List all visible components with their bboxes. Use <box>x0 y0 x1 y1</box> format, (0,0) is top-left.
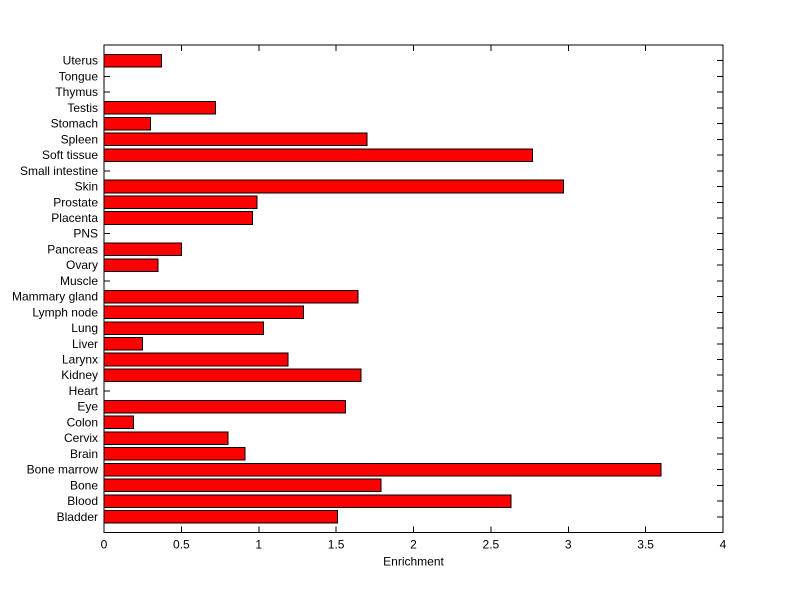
ytick-label-spleen: Spleen <box>61 132 98 146</box>
xtick-label-3: 3 <box>565 538 572 552</box>
bar-bone-marrow <box>103 462 662 477</box>
ytick-label-stomach: Stomach <box>51 117 98 131</box>
bar-spleen <box>103 132 368 147</box>
bar-kidney <box>103 368 362 383</box>
ytick-label-small-intestine: Small intestine <box>20 164 98 178</box>
ytick-label-blood: Blood <box>67 494 98 508</box>
ytick-label-bone: Bone <box>70 478 98 492</box>
ytick-label-colon: Colon <box>67 415 98 429</box>
ytick-label-brain: Brain <box>70 447 98 461</box>
ytick-label-larynx: Larynx <box>62 353 98 367</box>
ytick-label-uterus: Uterus <box>63 54 98 68</box>
x-axis-label: Enrichment <box>383 555 444 569</box>
ytick-label-placenta: Placenta <box>51 211 98 225</box>
bar-lung <box>103 321 264 335</box>
axes-box <box>103 44 724 533</box>
xtick-label-1.5: 1.5 <box>328 538 345 552</box>
ytick-label-soft-tissue: Soft tissue <box>42 148 98 162</box>
bar-ovary <box>103 258 159 272</box>
ytick-label-pns: PNS <box>73 227 98 241</box>
xtick-label-4: 4 <box>720 538 727 552</box>
ytick-label-pancreas: Pancreas <box>47 242 98 256</box>
ytick-label-bladder: Bladder <box>57 510 98 524</box>
ytick-label-thymus: Thymus <box>55 85 98 99</box>
ytick-label-ovary: Ovary <box>66 258 98 272</box>
bar-bone <box>103 478 382 493</box>
ytick-label-cervix: Cervix <box>64 431 98 445</box>
bar-mammary-gland <box>103 289 359 304</box>
bar-lymph-node <box>103 305 305 320</box>
ytick-label-muscle: Muscle <box>60 274 98 288</box>
ytick-label-eye: Eye <box>77 400 98 414</box>
xtick-label-1: 1 <box>255 538 262 552</box>
bar-larynx <box>103 352 289 367</box>
ytick-label-liver: Liver <box>72 337 98 351</box>
bar-uterus <box>103 53 162 68</box>
bar-brain <box>103 447 246 461</box>
xtick-label-0.5: 0.5 <box>173 538 190 552</box>
bar-blood <box>103 494 512 508</box>
ytick-label-tongue: Tongue <box>59 69 99 83</box>
xtick-label-3.5: 3.5 <box>637 538 654 552</box>
ytick-label-lung: Lung <box>71 321 98 335</box>
xtick-label-2.5: 2.5 <box>483 538 500 552</box>
bar-bladder <box>103 509 339 524</box>
ytick-label-mammary-gland: Mammary gland <box>12 290 98 304</box>
bar-stomach <box>103 116 151 131</box>
xtick-label-0: 0 <box>101 538 108 552</box>
bar-pancreas <box>103 242 182 257</box>
ytick-label-heart: Heart <box>69 384 99 398</box>
ytick-label-skin: Skin <box>75 180 98 194</box>
bar-liver <box>103 337 144 351</box>
bar-skin <box>103 179 565 194</box>
bar-soft-tissue <box>103 148 534 162</box>
bar-placenta <box>103 211 254 225</box>
ytick-label-testis: Testis <box>67 101 98 115</box>
bar-eye <box>103 399 346 414</box>
xtick-label-2: 2 <box>410 538 417 552</box>
bar-testis <box>103 101 216 115</box>
bar-colon <box>103 415 134 430</box>
ytick-label-lymph-node: Lymph node <box>32 305 98 319</box>
bar-cervix <box>103 431 229 445</box>
ytick-label-kidney: Kidney <box>61 368 98 382</box>
bar-prostate <box>103 195 258 210</box>
ytick-label-prostate: Prostate <box>53 195 98 209</box>
ytick-label-bone-marrow: Bone marrow <box>27 463 99 477</box>
